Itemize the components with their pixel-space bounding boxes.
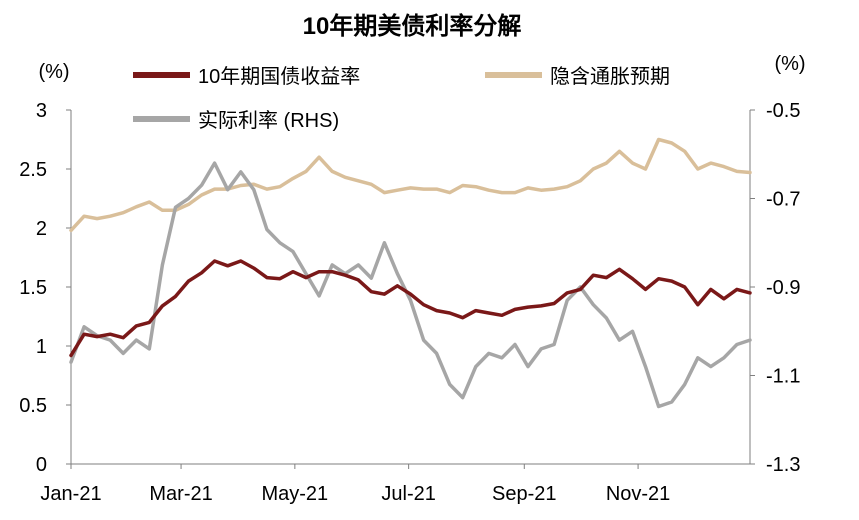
y-left-tick-label: 2 [36,218,47,240]
x-tick-label: May-21 [261,483,328,505]
series-group [69,137,752,409]
y-left-tick-label: 2.5 [19,159,47,181]
series-line-real-rate [69,161,752,409]
y-right-tick-label: -1.1 [766,366,800,388]
y-right-unit: (%) [774,53,805,75]
legend-label-real-rate: 实际利率 (RHS) [198,109,339,132]
x-tick-label: Jan-21 [40,483,101,505]
x-tick-label: Mar-21 [149,483,212,505]
y-left-tick-label: 3 [36,100,47,122]
x-tick-label: Sep-21 [492,483,557,505]
y-right-tick-label: -0.5 [766,100,800,122]
x-tick-label: Jul-21 [381,483,435,505]
y-right-tick-label: -0.7 [766,189,800,211]
y-left-tick-label: 0 [36,454,47,476]
y-left-tick-label: 0.5 [19,395,47,417]
y-right-tick-label: -0.9 [766,277,800,299]
y-right-tick-label: -1.3 [766,454,800,476]
legend: 10年期国债收益率 隐含通胀预期 实际利率 (RHS) [133,65,670,132]
legend-label-inflation: 隐含通胀预期 [550,65,670,88]
series-line-inflation [69,137,752,233]
chart-title: 10年期美债利率分解 [303,12,522,40]
legend-label-yield: 10年期国债收益率 [198,65,360,88]
series-line-yield [69,259,752,358]
y-left-tick-label: 1.5 [19,277,47,299]
x-tick-label: Nov-21 [606,483,670,505]
axes: 0 0.5 1 1.5 2 2.5 3 -1.3 -1.1 -0.9 -0.7 -0.5 Jan-21 M… [19,100,800,505]
y-left-unit: (%) [38,61,69,83]
y-left-tick-label: 1 [36,336,47,358]
